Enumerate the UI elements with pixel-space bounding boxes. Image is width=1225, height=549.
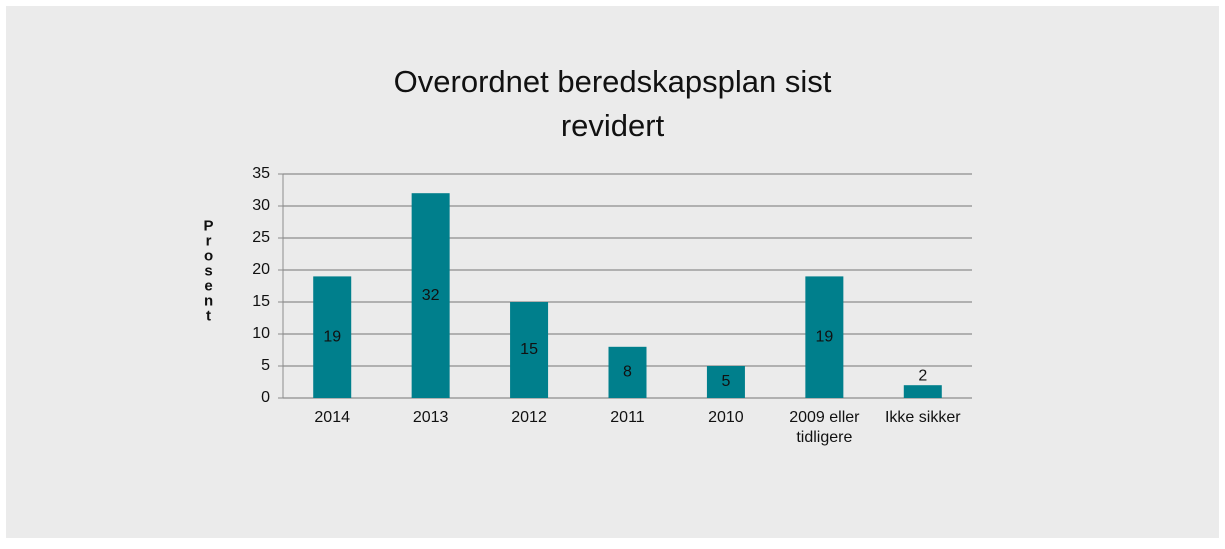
y-tick-label: 5 — [261, 357, 270, 374]
y-tick-label: 20 — [252, 261, 270, 278]
y-tick-label: 15 — [252, 293, 270, 310]
bar — [608, 346, 647, 398]
bar — [903, 385, 942, 398]
x-tick-label: Ikke sikker — [884, 409, 961, 426]
title-box: Overordnet beredskapsplan sist revidert — [393, 64, 832, 143]
y-tick-label: 25 — [252, 229, 270, 246]
bar — [805, 276, 844, 398]
bar — [313, 276, 352, 398]
chart-title: Overordnet beredskapsplan sist revidert — [393, 64, 832, 143]
x-tick-label-box: Ikke sikker — [884, 409, 961, 426]
data-label: 32 — [422, 287, 440, 304]
x-tick-label-box: 2010 — [708, 409, 744, 426]
bar — [411, 193, 450, 398]
data-label: 19 — [323, 328, 341, 345]
x-tick-label: 2009 eller tidligere — [789, 409, 860, 446]
bar — [706, 366, 745, 398]
x-tick-label: 2013 — [412, 409, 449, 426]
data-label: 19 — [815, 328, 833, 345]
y-tick-label: 35 — [252, 165, 270, 182]
data-label: 5 — [721, 373, 730, 390]
data-label: 8 — [623, 364, 632, 381]
background — [6, 6, 1219, 538]
x-tick-label-box: 2012 — [511, 409, 547, 426]
x-tick-label-box: 2011 — [610, 409, 645, 426]
y-tick-label: 0 — [261, 389, 270, 406]
y-tick-label: 30 — [252, 197, 270, 214]
data-label: 2 — [918, 367, 927, 384]
x-tick-label-box: 2013 — [412, 409, 449, 426]
x-tick-label: 2011 — [610, 409, 645, 426]
x-tick-label: 2010 — [708, 409, 744, 426]
bar — [510, 302, 549, 398]
data-label: 15 — [520, 341, 538, 358]
x-tick-label: 2014 — [314, 409, 350, 426]
x-tick-label-box: 2014 — [314, 409, 350, 426]
y-axis-label: Prosent — [200, 218, 217, 323]
x-tick-label: 2012 — [511, 409, 547, 426]
x-tick-label-box: 2009 eller tidligere — [789, 409, 860, 446]
y-tick-label: 10 — [252, 325, 270, 342]
